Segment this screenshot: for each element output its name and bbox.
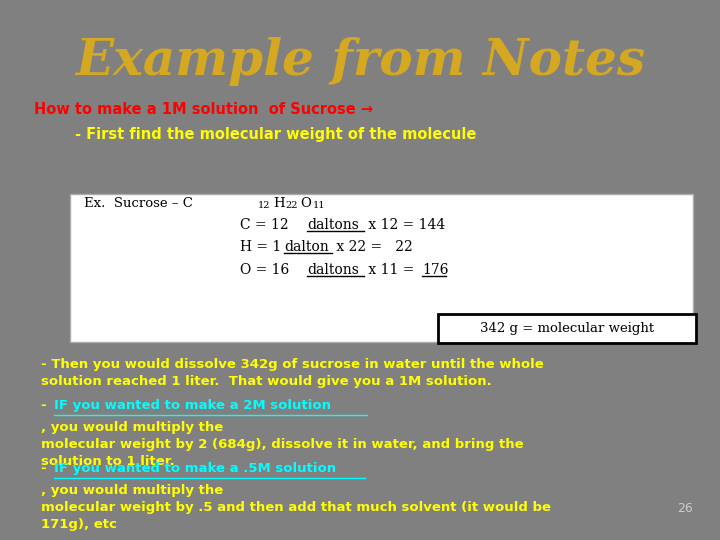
Text: , you would multiply the
molecular weight by 2 (684g), dissolve it in water, and: , you would multiply the molecular weigh…: [42, 421, 524, 468]
Text: daltons: daltons: [307, 218, 359, 232]
Text: -: -: [42, 399, 52, 413]
Text: 11: 11: [312, 201, 325, 210]
Text: C = 12: C = 12: [240, 218, 292, 232]
Text: H: H: [274, 197, 285, 210]
Text: Ex.  Sucrose – C: Ex. Sucrose – C: [84, 197, 193, 210]
Text: How to make a 1M solution  of Sucrose →: How to make a 1M solution of Sucrose →: [35, 103, 374, 118]
Text: O: O: [300, 197, 312, 210]
Text: 22: 22: [286, 201, 298, 210]
Text: x 12 = 144: x 12 = 144: [364, 218, 446, 232]
Text: Example from Notes: Example from Notes: [75, 37, 645, 86]
Text: H = 1: H = 1: [240, 240, 285, 254]
Text: -: -: [42, 462, 52, 475]
Text: x 11 =: x 11 =: [364, 263, 419, 276]
FancyBboxPatch shape: [70, 194, 693, 341]
Text: 12: 12: [257, 201, 270, 210]
FancyBboxPatch shape: [438, 314, 696, 342]
Text: , you would multiply the
molecular weight by .5 and then add that much solvent (: , you would multiply the molecular weigh…: [42, 484, 552, 531]
Text: O = 16: O = 16: [240, 263, 293, 276]
Text: 176: 176: [423, 263, 449, 276]
Text: daltons: daltons: [307, 263, 359, 276]
Text: IF you wanted to make a .5M solution: IF you wanted to make a .5M solution: [54, 462, 336, 475]
Text: 342 g = molecular weight: 342 g = molecular weight: [480, 322, 654, 335]
Text: - Then you would dissolve 342g of sucrose in water until the whole
solution reac: - Then you would dissolve 342g of sucros…: [42, 359, 544, 388]
Text: x 22 =   22: x 22 = 22: [333, 240, 413, 254]
Text: - First find the molecular weight of the molecule: - First find the molecular weight of the…: [35, 127, 477, 142]
Text: IF you wanted to make a 2M solution: IF you wanted to make a 2M solution: [54, 399, 331, 413]
Text: 26: 26: [677, 502, 693, 515]
Text: dalton: dalton: [284, 240, 329, 254]
